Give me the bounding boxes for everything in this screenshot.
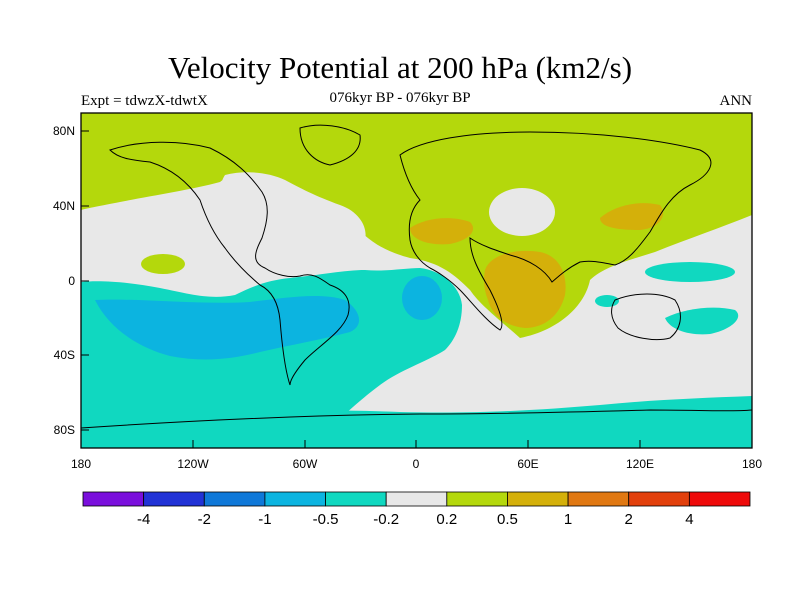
- colorbar-swatch: [82, 491, 145, 507]
- colorbar-swatch: [203, 491, 266, 507]
- lat-label-40s: 40S: [54, 348, 75, 362]
- lon-label-180e: 180: [742, 457, 762, 471]
- colorbar-label: 0.2: [436, 511, 457, 528]
- period-label: 076kyr BP - 076kyr BP: [329, 90, 471, 106]
- lon-label-180w: 180: [71, 457, 91, 471]
- field-min-equatorial-atlantic: [402, 276, 442, 320]
- lon-label-0: 0: [413, 457, 420, 471]
- lon-label-120w: 120W: [177, 457, 209, 471]
- map-field: [81, 113, 752, 448]
- colorbar-label: -0.2: [373, 511, 399, 528]
- colorbar-label: -4: [137, 511, 150, 528]
- field-negative-west-pacific: [645, 262, 735, 282]
- field-max-east-asia: [600, 203, 664, 230]
- colorbar: -4 -2 -1 -0.5 -0.2 0.2 0.5 1 2 4: [82, 491, 751, 528]
- lat-label-0: 0: [68, 274, 75, 288]
- lon-label-60e: 60E: [517, 457, 538, 471]
- colorbar-swatch: [688, 491, 751, 507]
- field-neutral-north-america: [220, 172, 366, 250]
- plot-title: Velocity Potential at 200 hPa (km2/s): [167, 50, 633, 85]
- colorbar-label: 4: [685, 511, 693, 528]
- lat-label-80n: 80N: [53, 124, 75, 138]
- field-max-africa: [410, 218, 474, 245]
- colorbar-swatch: [143, 491, 205, 507]
- season-label: ANN: [719, 93, 753, 109]
- colorbar-swatch: [446, 491, 508, 507]
- lat-label-40n: 40N: [53, 199, 75, 213]
- lat-label-80s: 80S: [54, 423, 75, 437]
- colorbar-swatch: [507, 491, 569, 507]
- colorbar-swatch: [567, 491, 630, 507]
- lon-label-120e: 120E: [626, 457, 654, 471]
- field-neutral-central-asia: [489, 188, 555, 236]
- colorbar-swatch: [264, 491, 326, 507]
- field-max-indian-ocean: [484, 250, 566, 328]
- field-negative-southern-ocean: [81, 396, 752, 448]
- lon-axis: 180 120W 60W 0 60E 120E 180: [71, 440, 762, 471]
- field-negative-indian-blob: [595, 295, 619, 307]
- lat-axis: 80N 40N 0 40S 80S: [53, 124, 89, 437]
- colorbar-label: -1: [258, 511, 271, 528]
- coastlines: [81, 124, 752, 429]
- experiment-label: Expt = tdwzX-tdwtX: [81, 93, 208, 109]
- colorbar-label: 1: [564, 511, 572, 528]
- colorbar-label: -0.5: [313, 511, 339, 528]
- colorbar-label: 2: [625, 511, 633, 528]
- field-min-south-pacific: [95, 296, 360, 360]
- field-positive-pacific-blob: [141, 254, 185, 274]
- colorbar-label: -2: [198, 511, 211, 528]
- colorbar-label: 0.5: [497, 511, 518, 528]
- lon-label-60w: 60W: [293, 457, 318, 471]
- field-negative-tasman: [665, 307, 739, 335]
- colorbar-swatch: [325, 491, 387, 507]
- colorbar-swatch: [628, 491, 690, 507]
- colorbar-swatch: [385, 491, 448, 507]
